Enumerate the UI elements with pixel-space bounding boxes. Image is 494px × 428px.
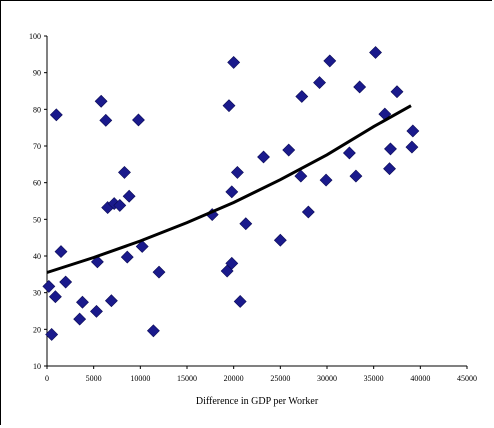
data-point <box>353 80 367 94</box>
data-point <box>233 295 247 308</box>
x-tick-label: 10000 <box>130 374 150 383</box>
data-point <box>273 233 287 247</box>
data-point <box>349 169 363 183</box>
x-tick-label: 15000 <box>177 374 197 383</box>
x-tick-label: 20000 <box>224 374 244 383</box>
x-tick-label: 5000 <box>86 374 102 383</box>
data-point <box>319 173 333 187</box>
data-point <box>42 280 56 293</box>
data-point <box>239 217 253 231</box>
data-point <box>301 205 315 219</box>
y-tick-label: 50 <box>33 215 41 224</box>
x-tick-label: 35000 <box>364 374 384 383</box>
data-point <box>122 189 136 203</box>
data-point <box>282 143 296 157</box>
data-point <box>342 146 356 160</box>
data-point <box>390 85 404 99</box>
data-point <box>313 76 326 89</box>
data-point <box>118 165 131 179</box>
data-point <box>90 304 103 318</box>
data-point <box>99 113 113 127</box>
y-tick-label: 20 <box>33 325 41 334</box>
trendline <box>46 104 412 274</box>
data-point <box>295 90 309 103</box>
y-ticks: 10 20 30 40 50 60 70 80 90 100 <box>29 32 47 371</box>
data-point <box>54 245 68 259</box>
x-tick-label: 0 <box>45 374 49 383</box>
x-tick-label: 45000 <box>457 374 477 383</box>
data-point <box>132 113 145 127</box>
y-tick-label: 30 <box>33 289 41 298</box>
data-point <box>225 256 239 270</box>
x-tick-label: 40000 <box>410 374 430 383</box>
data-point <box>384 142 397 156</box>
data-point <box>294 169 308 183</box>
y-tick-label: 70 <box>33 142 41 151</box>
data-point <box>230 165 244 179</box>
y-tick-label: 80 <box>33 105 41 114</box>
data-point <box>383 162 396 176</box>
data-point <box>225 185 239 199</box>
y-tick-label: 90 <box>33 69 41 78</box>
data-point <box>323 54 337 68</box>
data-point <box>49 108 63 122</box>
y-tick-label: 10 <box>33 362 41 371</box>
data-point <box>405 140 419 154</box>
x-tick-label: 30000 <box>317 374 337 383</box>
data-point <box>257 150 270 164</box>
data-point <box>152 265 166 279</box>
data-point <box>104 294 118 308</box>
data-point <box>406 124 420 138</box>
y-tick-label: 60 <box>33 179 41 188</box>
data-points <box>42 46 420 341</box>
x-ticks: 0 5000 10000 15000 20000 25000 30000 35000 40000… <box>45 366 477 383</box>
data-point <box>94 94 108 108</box>
data-point <box>222 99 236 113</box>
y-tick-label: 40 <box>33 252 41 261</box>
y-tick-label: 100 <box>29 32 41 41</box>
data-point <box>146 324 160 338</box>
data-point <box>76 295 89 309</box>
data-point <box>45 328 59 341</box>
data-point <box>113 198 127 212</box>
data-point <box>48 290 62 304</box>
axes <box>46 36 467 367</box>
data-point <box>135 240 149 253</box>
data-point <box>90 255 104 269</box>
data-point <box>59 275 73 289</box>
data-point <box>120 250 134 264</box>
x-axis-title: Difference in GDP per Worker <box>196 396 319 407</box>
data-point <box>73 312 87 326</box>
data-point <box>227 55 241 69</box>
x-tick-label: 25000 <box>270 374 290 383</box>
data-point <box>369 46 382 59</box>
